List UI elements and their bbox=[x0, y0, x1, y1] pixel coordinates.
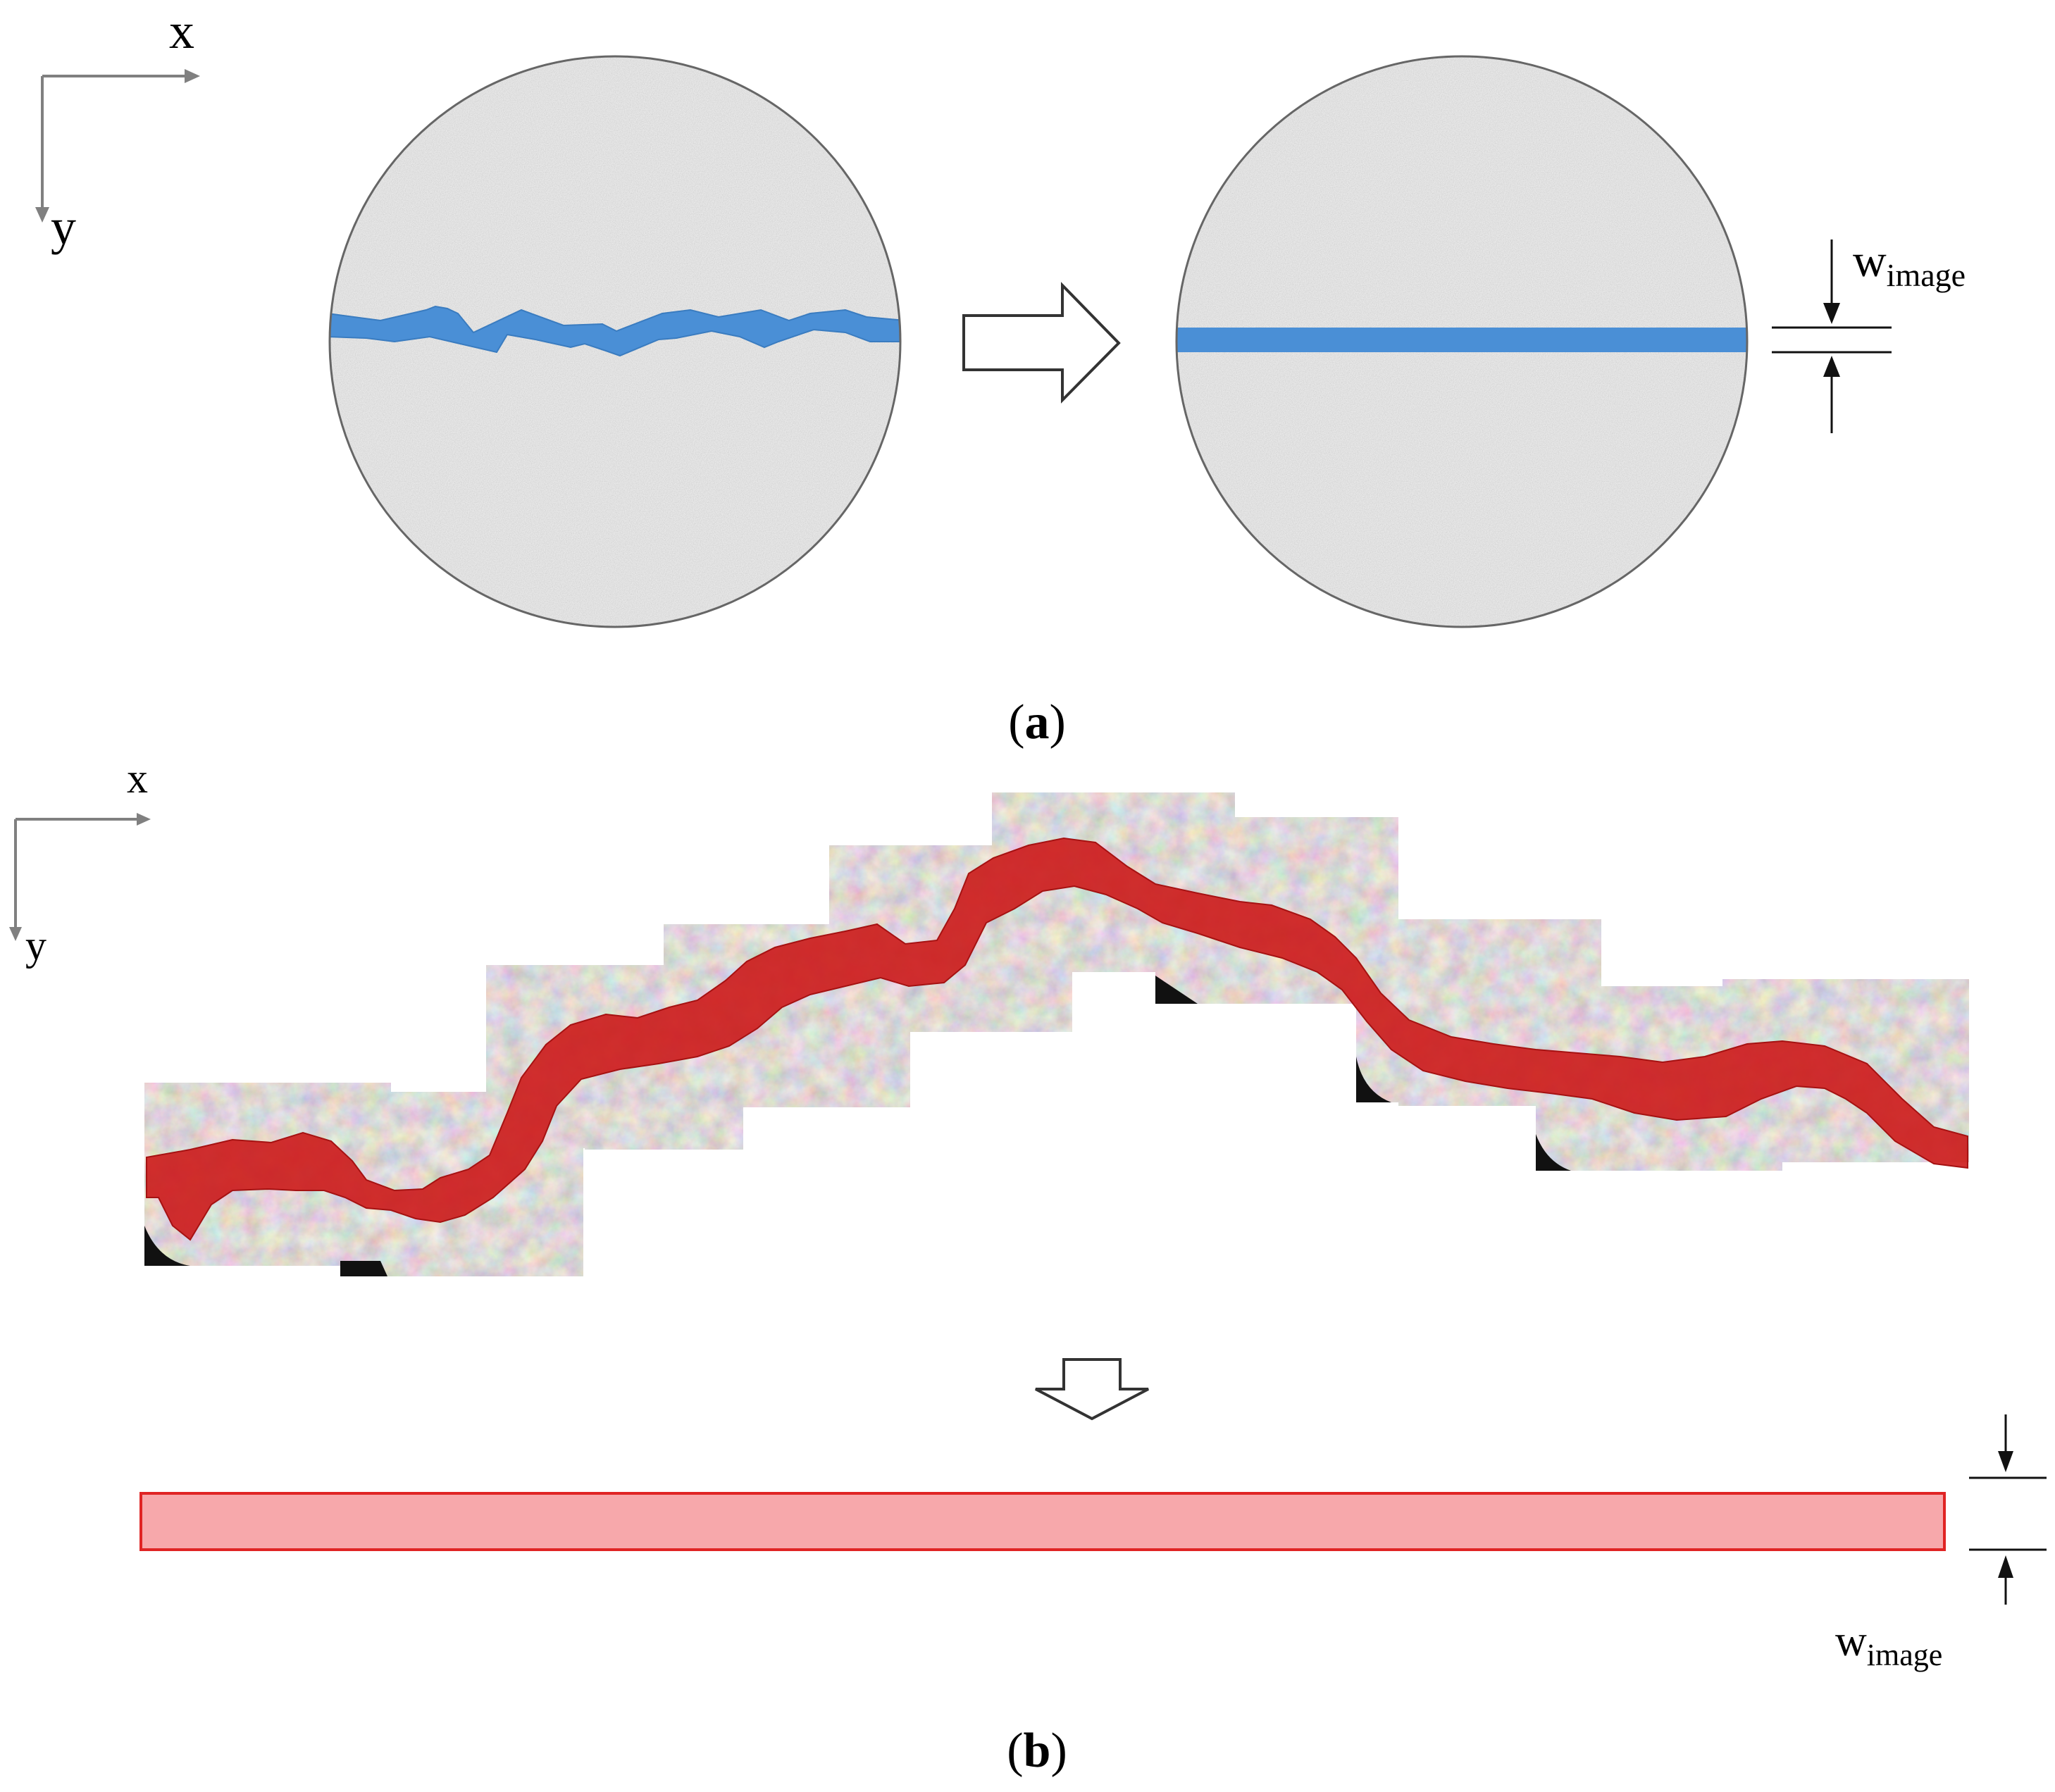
width-label-a: wimage bbox=[1853, 235, 1966, 293]
width-label-b: wimage bbox=[1835, 1617, 1942, 1672]
y-axis-label: y bbox=[51, 199, 76, 255]
micrograph-mosaic bbox=[144, 792, 1969, 1276]
caption-a: (a) bbox=[1008, 695, 1066, 749]
transform-arrow-right bbox=[962, 282, 1121, 404]
width-dimension-b: wimage bbox=[1835, 1414, 2047, 1672]
axes-a: x y bbox=[35, 3, 200, 255]
x-axis-arrowhead bbox=[185, 69, 200, 83]
y-axis-label: y bbox=[25, 922, 46, 969]
y-axis-arrowhead bbox=[35, 207, 49, 223]
x-axis-label: x bbox=[127, 755, 148, 802]
x-axis-label: x bbox=[169, 3, 194, 59]
width-dimension-a: wimage bbox=[1772, 235, 1966, 433]
specimen-disc-equivalent bbox=[1175, 55, 1749, 628]
caption-b: (b) bbox=[1007, 1724, 1067, 1778]
panel-b: x y bbox=[9, 755, 2047, 1778]
panel-a: x y wimage (a) bbox=[35, 3, 1966, 749]
y-axis-arrowhead bbox=[9, 927, 22, 941]
equivalent-crack-rectangle bbox=[139, 1492, 1946, 1551]
transform-arrow-down bbox=[1035, 1358, 1149, 1421]
wavy-crack-blue bbox=[330, 305, 900, 357]
wavy-crack-red bbox=[146, 837, 1968, 1241]
specimen-disc-original bbox=[328, 55, 902, 628]
axes-b: x y bbox=[9, 755, 151, 969]
straight-crack-blue bbox=[1176, 328, 1747, 352]
x-axis-arrowhead bbox=[137, 813, 151, 826]
